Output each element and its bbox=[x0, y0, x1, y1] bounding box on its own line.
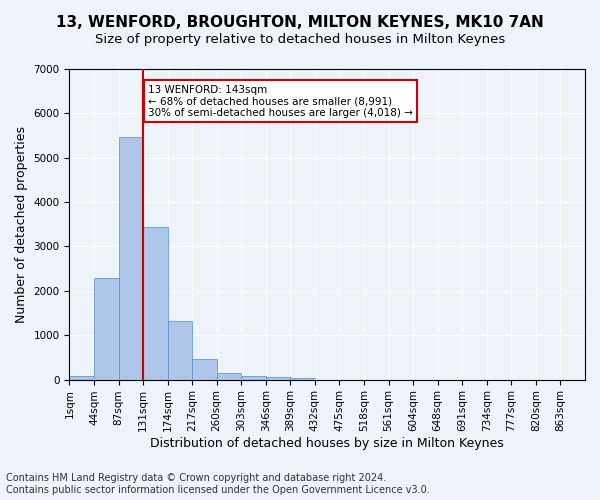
X-axis label: Distribution of detached houses by size in Milton Keynes: Distribution of detached houses by size … bbox=[151, 437, 504, 450]
Bar bbox=[290, 378, 315, 380]
Bar bbox=[119, 137, 143, 380]
Text: 13, WENFORD, BROUGHTON, MILTON KEYNES, MK10 7AN: 13, WENFORD, BROUGHTON, MILTON KEYNES, M… bbox=[56, 15, 544, 30]
Bar bbox=[217, 372, 241, 380]
Bar bbox=[143, 226, 167, 380]
Bar bbox=[94, 278, 119, 380]
Bar bbox=[192, 358, 217, 380]
Bar bbox=[167, 322, 192, 380]
Text: 13 WENFORD: 143sqm
← 68% of detached houses are smaller (8,991)
30% of semi-deta: 13 WENFORD: 143sqm ← 68% of detached hou… bbox=[148, 84, 413, 117]
Text: Size of property relative to detached houses in Milton Keynes: Size of property relative to detached ho… bbox=[95, 32, 505, 46]
Text: Contains HM Land Registry data © Crown copyright and database right 2024.
Contai: Contains HM Land Registry data © Crown c… bbox=[6, 474, 430, 495]
Y-axis label: Number of detached properties: Number of detached properties bbox=[15, 126, 28, 323]
Bar bbox=[241, 376, 266, 380]
Bar bbox=[266, 377, 290, 380]
Bar bbox=[70, 376, 94, 380]
